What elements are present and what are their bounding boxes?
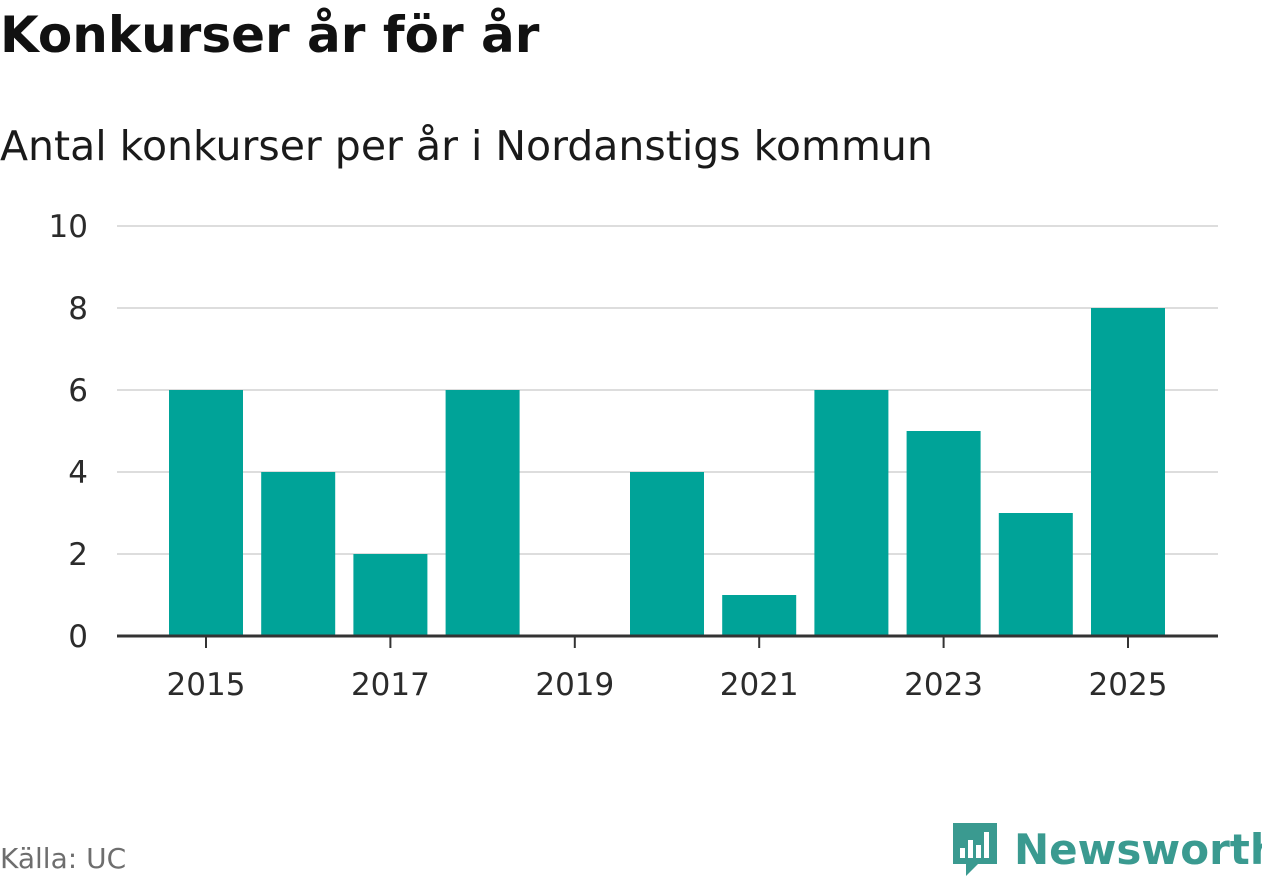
bar-chart-speech-bubble-icon	[953, 823, 997, 876]
y-tick-label: 6	[68, 373, 88, 409]
brand-name: Newsworthy	[1014, 824, 1262, 874]
x-tick-label: 2015	[167, 667, 246, 703]
x-tick-label: 2021	[720, 667, 799, 703]
tick-labels: 0 2 4 6 8 10 2015 2017 2019 2021 2023 2025	[49, 209, 1168, 703]
x-tick-label: 2023	[904, 667, 983, 703]
y-tick-label: 0	[68, 619, 88, 655]
source-note: Källa: UC	[0, 842, 127, 875]
newsworthy-logo: Newsworthy	[950, 820, 1262, 878]
axes	[117, 634, 1218, 648]
bar-2017	[353, 554, 428, 636]
bar-2015	[169, 390, 243, 636]
x-tick-label: 2019	[535, 667, 614, 703]
x-tick-label: 2017	[351, 667, 430, 703]
bar-2025	[1091, 308, 1165, 636]
bars	[169, 308, 1165, 636]
chart-title: Konkurser år för år	[0, 6, 540, 64]
y-tick-label: 4	[68, 455, 88, 491]
bar-2022	[814, 390, 889, 636]
y-tick-label: 8	[68, 291, 88, 327]
y-tick-label: 2	[68, 537, 88, 573]
bar-2023	[906, 431, 981, 636]
bar-2016	[261, 472, 336, 636]
bar-2024	[998, 513, 1073, 636]
x-tick-label: 2025	[1089, 667, 1168, 703]
bar-2018	[445, 390, 520, 636]
y-tick-label: 10	[49, 209, 88, 245]
chart-subtitle: Antal konkurser per år i Nordanstigs kom…	[0, 122, 933, 170]
bar-2020	[630, 472, 704, 636]
bar-2021	[722, 595, 797, 636]
